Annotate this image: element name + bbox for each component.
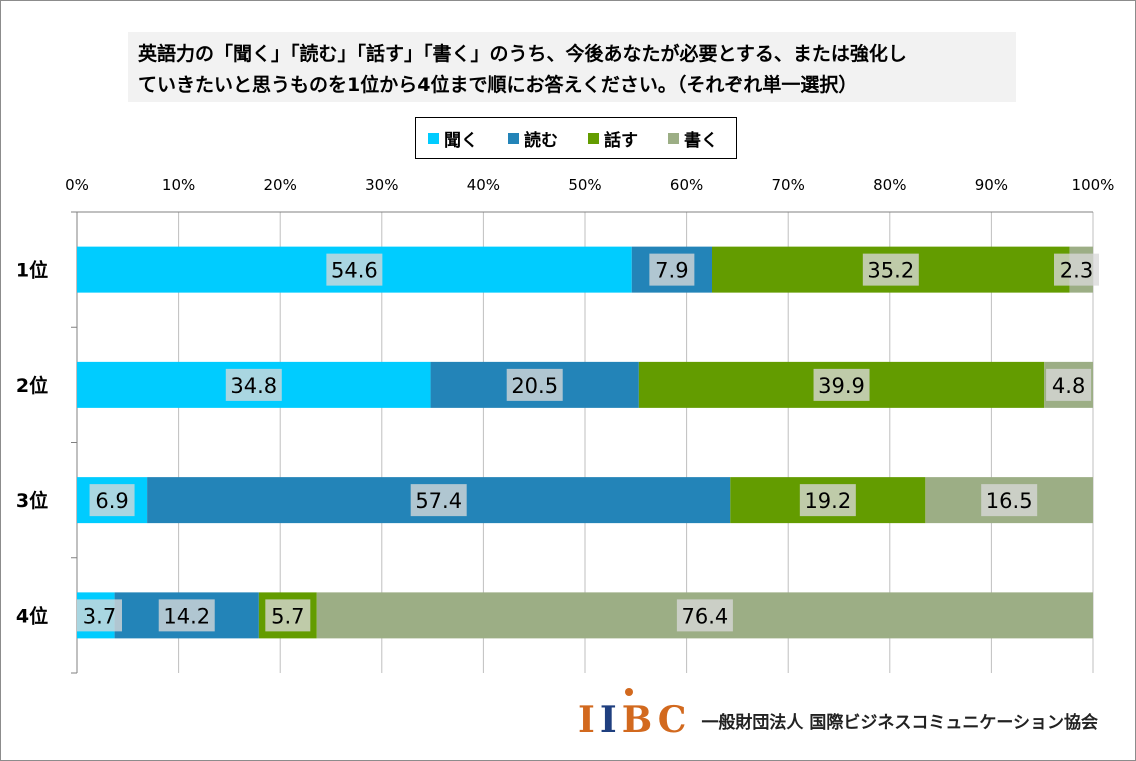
- x-tick-label: 30%: [365, 176, 398, 194]
- x-tick-label: 20%: [264, 176, 297, 194]
- y-category-label: 1位: [16, 259, 48, 282]
- data-label-bg: [981, 484, 1038, 517]
- data-label: 7.9: [655, 259, 688, 283]
- data-label: 19.2: [804, 489, 851, 513]
- legend-swatch: [588, 132, 599, 144]
- data-label: 34.8: [230, 374, 277, 398]
- data-label-bg: [265, 599, 311, 632]
- data-label: 54.6: [331, 259, 378, 283]
- iibc-logo: IIBC 一般財団法人 国際ビジネスコミュニケーション協会: [578, 699, 1099, 741]
- x-tick-label: 80%: [873, 176, 906, 194]
- legend-swatch: [668, 132, 679, 144]
- x-tick-label: 10%: [162, 176, 195, 194]
- legend-swatch: [428, 132, 439, 144]
- x-tick-label: 50%: [568, 176, 601, 194]
- y-category-label: 3位: [16, 489, 48, 512]
- data-label: 14.2: [163, 604, 210, 628]
- chart-title-line-2: ていきたいと思うものを1位から4位まで順にお答えください。（それぞれ単一選択）: [138, 74, 858, 96]
- data-label: 3.7: [83, 604, 116, 628]
- legend-swatch: [508, 132, 519, 144]
- logo-dot: [625, 688, 633, 696]
- data-label: 57.4: [415, 489, 462, 513]
- logo-letter-i2: I: [599, 699, 622, 741]
- data-label-bg: [158, 599, 215, 632]
- data-label-bg: [506, 368, 563, 401]
- legend-label: 書く: [684, 130, 718, 151]
- data-label-bg: [1046, 368, 1092, 401]
- data-label-bg: [77, 599, 122, 632]
- data-label: 39.9: [818, 374, 865, 398]
- x-tick-label: 90%: [975, 176, 1008, 194]
- iibc-logo-mark: IIBC: [578, 699, 691, 741]
- x-tick-label: 70%: [772, 176, 805, 194]
- logo-letter-i1: I: [578, 699, 600, 741]
- data-label: 6.9: [95, 489, 128, 513]
- chart-title-box: 英語力の「聞く」「読む」「話す」「書く」のうち、今後あなたが必要とする、または強…: [128, 32, 1016, 102]
- data-label: 5.7: [271, 604, 304, 628]
- legend-item: 話す: [588, 127, 638, 151]
- data-label-bg: [799, 484, 856, 517]
- legend-label: 聞く: [444, 130, 478, 151]
- legend-label: 読む: [524, 130, 558, 151]
- data-label-bg: [862, 253, 919, 286]
- legend-item: 書く: [668, 127, 718, 151]
- y-category-label: 2位: [16, 374, 48, 397]
- iibc-org-name: 一般財団法人 国際ビジネスコミュニケーション協会: [701, 712, 1099, 733]
- data-label: 2.3: [1060, 259, 1093, 283]
- x-tick-label: 60%: [670, 176, 703, 194]
- data-label: 76.4: [682, 604, 729, 628]
- legend-label: 話す: [604, 130, 638, 151]
- y-category-label: 4位: [16, 604, 48, 627]
- data-label-bg: [1054, 253, 1099, 286]
- logo-letters-bc: BC: [621, 699, 692, 741]
- chart-legend: 聞く 読む 話す 書く: [415, 117, 737, 159]
- data-label: 4.8: [1052, 374, 1085, 398]
- data-label: 35.2: [867, 259, 914, 283]
- x-tick-label: 0%: [65, 176, 89, 194]
- data-label-bg: [326, 253, 383, 286]
- x-tick-label: 40%: [467, 176, 500, 194]
- data-label-bg: [813, 368, 870, 401]
- legend-item: 読む: [508, 127, 558, 151]
- data-label: 16.5: [986, 489, 1033, 513]
- data-label-bg: [89, 484, 135, 517]
- data-label: 20.5: [511, 374, 558, 398]
- x-tick-label: 100%: [1072, 176, 1115, 194]
- data-label-bg: [649, 253, 695, 286]
- chart-title-line-1: 英語力の「聞く」「読む」「話す」「書く」のうち、今後あなたが必要とする、または強…: [138, 43, 907, 65]
- data-label-bg: [410, 484, 467, 517]
- data-label-bg: [676, 599, 733, 632]
- data-label-bg: [225, 368, 282, 401]
- legend-item: 聞く: [428, 127, 478, 151]
